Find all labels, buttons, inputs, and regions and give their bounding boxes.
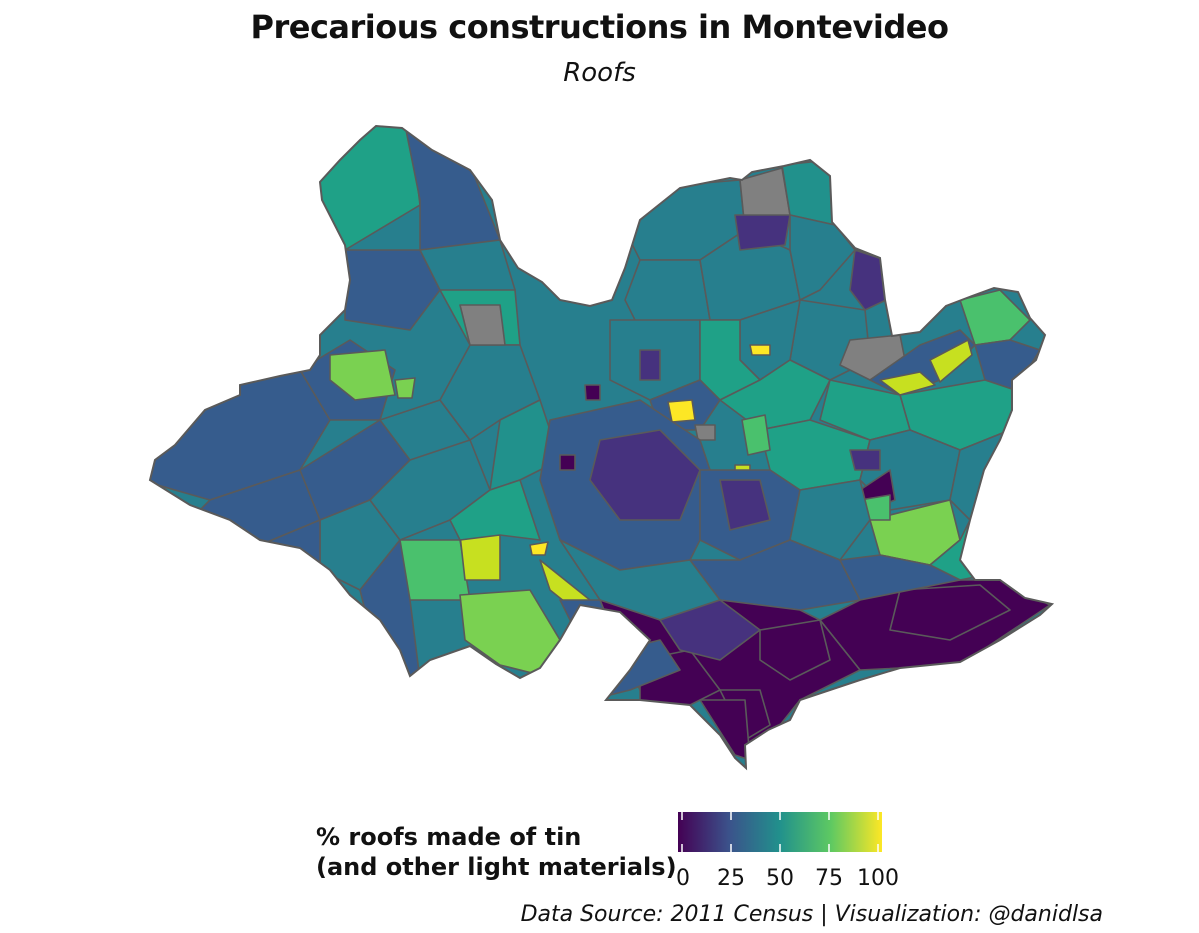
legend-title-line2: (and other light materials): [316, 853, 677, 881]
region-polygon: [734, 214, 791, 251]
region-polygon: [749, 344, 771, 356]
data-source-caption: Data Source: 2011 Census | Visualization…: [520, 902, 1103, 927]
neighbourhood-regions: [150, 126, 1052, 768]
region-polygon: [449, 479, 541, 541]
region-polygon: [741, 414, 771, 456]
region-polygon: [394, 377, 416, 399]
legend-tick-50: 50: [766, 866, 794, 891]
region-polygon: [459, 534, 501, 581]
region-polygon: [589, 429, 701, 521]
region-polygon: [459, 304, 506, 346]
region-polygon: [559, 454, 576, 471]
region-polygon: [584, 384, 601, 401]
legend-tick-75: 75: [815, 866, 843, 891]
map-title: Precarious constructions in Montevideo: [250, 8, 949, 46]
region-polygon: [879, 371, 936, 396]
legend-title-line1: % roofs made of tin: [316, 823, 582, 851]
region-polygon: [849, 449, 881, 471]
region-polygon: [889, 584, 1011, 641]
region-polygon: [789, 479, 871, 561]
legend-tick-25: 25: [717, 866, 745, 891]
region-polygon: [559, 599, 621, 691]
region-polygon: [759, 619, 831, 681]
legend-colorbar: [678, 812, 882, 852]
region-polygon: [839, 554, 961, 601]
legend-tick-0: 0: [676, 866, 690, 891]
region-polygon: [959, 289, 1031, 346]
region-polygon: [699, 699, 751, 761]
region-polygon: [639, 349, 661, 381]
region-polygon: [667, 399, 696, 423]
region-polygon: [399, 539, 471, 601]
region-polygon: [404, 126, 501, 251]
region-polygon: [694, 424, 716, 441]
legend-title: % roofs made of tin (and other light mat…: [316, 822, 677, 882]
region-polygon: [659, 599, 761, 661]
legend-tick-100: 100: [857, 866, 899, 891]
region-polygon: [719, 479, 771, 531]
region-polygon: [929, 339, 973, 383]
map-subtitle: Roofs: [563, 58, 636, 88]
choropleth-map: [149, 125, 1053, 769]
region-polygon: [529, 541, 549, 556]
region-polygon: [329, 349, 396, 401]
